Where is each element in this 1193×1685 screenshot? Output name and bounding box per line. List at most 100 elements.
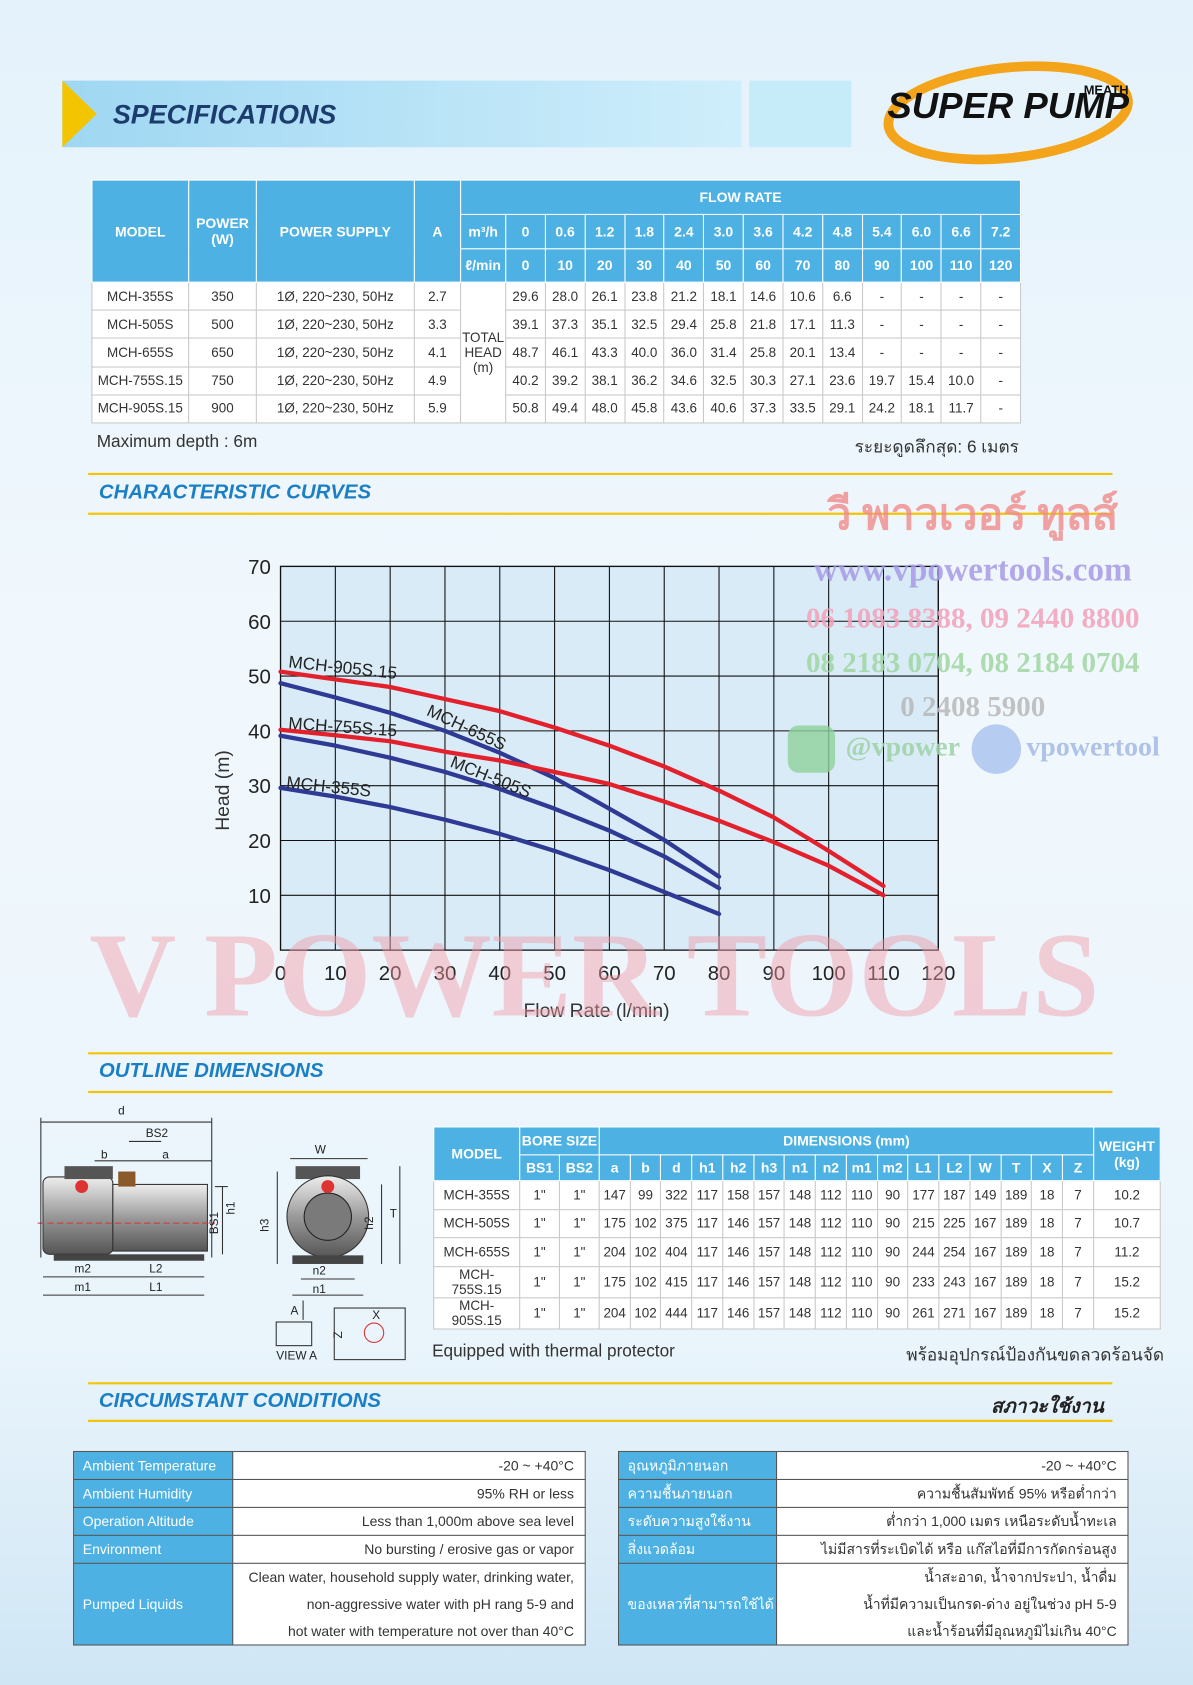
cell: 900 bbox=[188, 394, 257, 424]
dimension-label: X bbox=[372, 1308, 380, 1322]
cell: 167 bbox=[969, 1237, 1002, 1267]
cell: 90 bbox=[876, 1180, 909, 1210]
cell: 1" bbox=[519, 1297, 560, 1330]
cell: 32.5 bbox=[623, 309, 665, 339]
cell: 112 bbox=[814, 1237, 847, 1267]
header-cell: a bbox=[598, 1154, 631, 1182]
header-row: MODEL BORE SIZE DIMENSIONS (mm) WEIGHT (kg) bbox=[433, 1126, 1161, 1182]
cell: MCH-905S.15 bbox=[433, 1297, 521, 1330]
cell: 117 bbox=[691, 1237, 724, 1267]
header-cell: 7.2 bbox=[980, 213, 1022, 249]
header-cell: L2 bbox=[938, 1154, 971, 1182]
view-a bbox=[275, 1300, 406, 1361]
cell: MCH-905S.15 bbox=[91, 394, 190, 424]
cell: 177 bbox=[907, 1180, 940, 1210]
header-row: m³/h 0 0.6 1.2 1.8 2.4 3.0 3.6 4.2 4.8 5.4 6.0 6.6 7.… bbox=[92, 213, 1022, 249]
cell: 189 bbox=[1000, 1180, 1033, 1210]
cell: 1Ø, 220~230, 50Hz bbox=[255, 281, 415, 311]
table-row: Pumped Liquids Clean water, household sup… bbox=[73, 1562, 586, 1646]
dimension-label: h3 bbox=[258, 1218, 272, 1232]
cell: 11.2 bbox=[1093, 1237, 1161, 1267]
cell: 18 bbox=[1031, 1180, 1064, 1210]
header-cell: POWER SUPPLY bbox=[255, 179, 415, 283]
cell: - bbox=[980, 337, 1022, 368]
cell: 40.6 bbox=[703, 394, 744, 424]
cell: 11.7 bbox=[940, 394, 982, 424]
conditions-table-th: อุณหภูมิภายนอก -20 ~ +40°C ความชื้นภายนอกค… bbox=[618, 1450, 1129, 1646]
y-tick-label: 70 bbox=[248, 557, 271, 579]
cell: MCH-655S bbox=[433, 1237, 521, 1267]
cell: 110 bbox=[845, 1208, 878, 1239]
y-tick-label: 40 bbox=[248, 721, 271, 743]
cell: 167 bbox=[969, 1297, 1002, 1330]
cell: 167 bbox=[969, 1265, 1002, 1299]
cell-value: ต่ำกว่า 1,000 เมตร เหนือระดับน้ำทะเล bbox=[776, 1506, 1129, 1536]
table-row: ความชื้นภายนอก ความชื้นสัมพัทธ์ 95% หรือต… bbox=[618, 1478, 1129, 1508]
cell: 39.2 bbox=[544, 366, 586, 396]
cell-line: TOTAL bbox=[462, 329, 505, 345]
header-cell: 90 bbox=[861, 247, 903, 283]
header-cell: 4.2 bbox=[782, 213, 824, 249]
cell: 117 bbox=[691, 1265, 724, 1299]
cell-label: ความชื้นภายนอก bbox=[618, 1478, 778, 1508]
cell: 500 bbox=[188, 309, 257, 339]
table-row: Ambient Temperature -20 ~ +40°C bbox=[73, 1450, 586, 1480]
dimension-label: VIEW A bbox=[276, 1349, 317, 1363]
cell: 18.1 bbox=[901, 394, 942, 424]
cell: 375 bbox=[660, 1208, 693, 1239]
cell: 18 bbox=[1031, 1237, 1064, 1267]
cell: 146 bbox=[722, 1237, 755, 1267]
cell-label: ของเหลวที่สามารถใช้ได้ bbox=[618, 1562, 778, 1646]
header-cell: d bbox=[660, 1154, 693, 1182]
header-cell: h3 bbox=[753, 1154, 786, 1182]
cell: - bbox=[940, 281, 982, 311]
y-tick-label: 10 bbox=[248, 886, 271, 908]
cell: 148 bbox=[783, 1237, 816, 1267]
header-cell: 4.8 bbox=[821, 213, 863, 249]
cell-label: Environment bbox=[73, 1534, 234, 1564]
cell: 1Ø, 220~230, 50Hz bbox=[255, 394, 415, 424]
cell: 36.2 bbox=[623, 366, 665, 396]
cell: 110 bbox=[845, 1180, 878, 1210]
y-axis-label: Head (m) bbox=[212, 750, 234, 831]
cell: 404 bbox=[660, 1237, 693, 1267]
cell: 750 bbox=[188, 366, 257, 396]
cell: 24.2 bbox=[861, 394, 903, 424]
x-tick-label: 30 bbox=[434, 963, 457, 985]
cell: 148 bbox=[783, 1180, 816, 1210]
cell: 243 bbox=[938, 1265, 971, 1299]
cell: 18 bbox=[1031, 1208, 1064, 1239]
cell: 157 bbox=[753, 1297, 786, 1330]
cell: TOTAL HEAD (m) bbox=[460, 281, 507, 424]
cell: 189 bbox=[1000, 1208, 1033, 1239]
cell: - bbox=[980, 394, 1022, 424]
cell: 40.2 bbox=[505, 366, 546, 396]
cell: 7 bbox=[1061, 1208, 1095, 1239]
header-row: ℓ/min 0 10 20 30 40 50 60 70 80 90 100 110 120 bbox=[92, 247, 1022, 283]
header-cell: m³/h bbox=[460, 213, 507, 249]
header-cell: 40 bbox=[663, 247, 705, 283]
cell: 25.8 bbox=[703, 309, 744, 339]
cell: 29.4 bbox=[663, 309, 705, 339]
cell: 110 bbox=[845, 1237, 878, 1267]
dimension-label: L1 bbox=[149, 1280, 162, 1294]
cell: 350 bbox=[188, 281, 257, 311]
header-cell-line: (W) bbox=[211, 231, 234, 248]
cell-label: Operation Altitude bbox=[73, 1506, 234, 1536]
cell: 29.6 bbox=[505, 281, 546, 311]
dimension-label: A bbox=[291, 1303, 299, 1317]
header-cell: 20 bbox=[584, 247, 626, 283]
cell: 37.3 bbox=[544, 309, 586, 339]
cell-value: Clean water, household supply water, dri… bbox=[232, 1562, 586, 1646]
cell: 90 bbox=[876, 1297, 909, 1330]
cell: 11.3 bbox=[821, 309, 863, 339]
cell: 148 bbox=[783, 1208, 816, 1239]
x-tick-label: 50 bbox=[543, 963, 566, 985]
x-axis-label: Flow Rate (l/min) bbox=[523, 1000, 669, 1022]
x-tick-label: 20 bbox=[379, 963, 402, 985]
dimension-label: a bbox=[162, 1148, 169, 1162]
cell: 1" bbox=[519, 1237, 560, 1267]
cell: 10.0 bbox=[940, 366, 982, 396]
cell: 36.0 bbox=[663, 337, 705, 368]
header-cell: 1.2 bbox=[584, 213, 626, 249]
